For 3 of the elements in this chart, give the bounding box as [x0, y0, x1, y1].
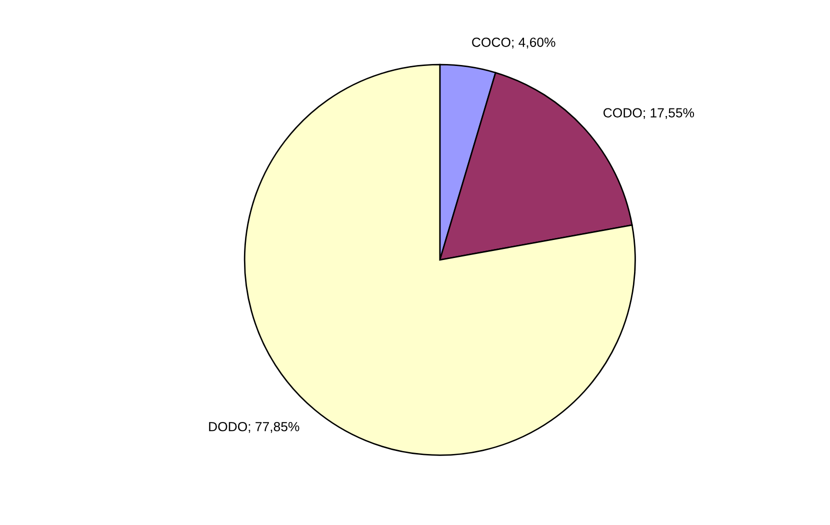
slice-label: COCO; 4,60% [472, 38, 556, 49]
slice-label: DODO; 77,85% [209, 422, 300, 433]
slice-label: CODO; 17,55% [604, 108, 694, 120]
